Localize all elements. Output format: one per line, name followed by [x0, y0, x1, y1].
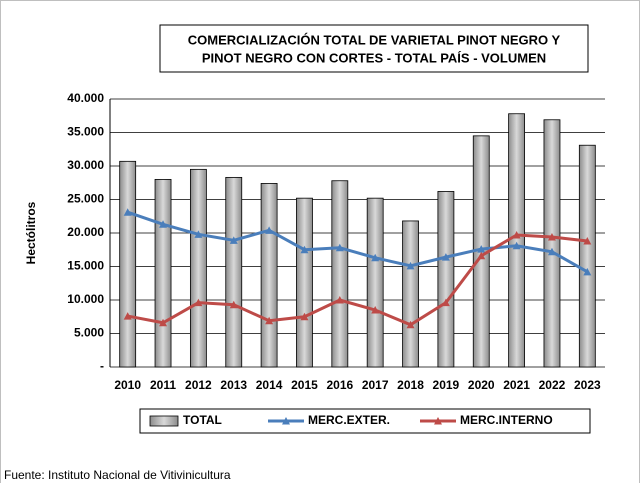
x-tick-label: 2012	[185, 378, 212, 392]
x-tick-label: 2016	[326, 378, 353, 392]
x-tick-label: 2014	[256, 378, 283, 392]
x-tick-label: 2023	[574, 378, 601, 392]
y-tick-label: -	[100, 359, 104, 373]
marker	[371, 306, 380, 314]
source: Fuente: Instituto Nacional de Vitivinicu…	[4, 468, 231, 482]
title-box	[159, 24, 589, 73]
x-tick-label: 2022	[539, 378, 566, 392]
legend-label: TOTAL	[183, 413, 222, 427]
legend-label: MERC.EXTER.	[308, 413, 390, 427]
chart-title: COMERCIALIZACIÓN TOTAL DE VARIETAL PINOT…	[188, 32, 561, 47]
line	[127, 233, 588, 327]
bar	[225, 176, 243, 368]
marker	[123, 208, 132, 216]
line	[127, 210, 589, 274]
legend-swatch	[149, 415, 179, 427]
bar	[260, 183, 278, 368]
legend-box	[139, 408, 591, 434]
bar	[296, 197, 313, 368]
y-tick-label: 30.000	[67, 158, 104, 172]
bar	[437, 191, 455, 368]
x-tick-label: 2018	[397, 378, 424, 392]
marker	[512, 231, 521, 239]
marker	[335, 243, 344, 252]
y-tick-label: 10.000	[67, 292, 104, 306]
marker	[123, 312, 132, 320]
marker	[194, 298, 203, 307]
marker	[583, 267, 592, 276]
marker	[335, 296, 344, 304]
marker	[547, 233, 556, 241]
y-tick-label: 35.000	[67, 125, 104, 139]
x-tick-label: 2015	[291, 378, 318, 392]
legend-label: MERC.INTERNO	[460, 413, 553, 427]
marker	[477, 245, 486, 253]
bar	[543, 119, 561, 368]
bar	[402, 220, 419, 368]
marker	[477, 251, 486, 260]
legend-marker	[434, 417, 442, 425]
chart-title: PINOT NEGRO CON CORTES - TOTAL PAÍS - VO…	[202, 50, 546, 65]
marker	[300, 245, 309, 254]
x-tick-label: 2013	[220, 378, 247, 392]
marker	[406, 261, 415, 270]
bar	[508, 113, 526, 368]
x-tick-label: 2019	[433, 378, 460, 392]
bar	[119, 160, 137, 368]
bar	[189, 168, 207, 368]
marker	[441, 298, 450, 307]
y-axis-label: Hectólitros	[24, 201, 38, 264]
x-tick-label: 2021	[503, 378, 530, 392]
x-tick-label: 2011	[150, 378, 176, 392]
marker	[512, 241, 521, 250]
marker	[265, 226, 274, 234]
marker	[371, 253, 380, 262]
bar	[154, 178, 172, 368]
marker	[159, 318, 168, 327]
legend-marker	[282, 417, 290, 425]
bar	[366, 197, 384, 368]
y-tick-label: 25.000	[67, 192, 104, 206]
marker	[300, 312, 309, 321]
marker	[159, 220, 168, 228]
marker	[194, 230, 203, 238]
marker	[229, 236, 238, 244]
x-tick-label: 2010	[114, 378, 141, 392]
x-tick-label: 2017	[362, 378, 389, 392]
bar	[331, 180, 349, 368]
marker	[406, 320, 415, 329]
marker	[229, 300, 238, 309]
marker	[265, 316, 274, 325]
y-tick-label: 20.000	[67, 225, 104, 239]
marker	[583, 237, 592, 245]
y-tick-label: 5.000	[74, 326, 104, 340]
marker	[441, 253, 450, 261]
y-tick-label: 40.000	[67, 91, 104, 105]
bar	[578, 144, 596, 368]
marker	[547, 247, 556, 256]
y-tick-label: 15.000	[67, 259, 104, 273]
x-tick-label: 2020	[468, 378, 495, 392]
